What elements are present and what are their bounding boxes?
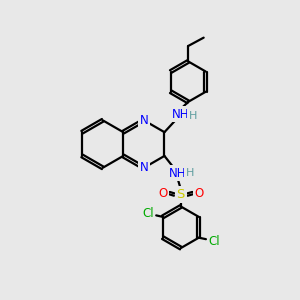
- Text: S: S: [177, 188, 185, 201]
- Text: N: N: [140, 114, 148, 127]
- Text: H: H: [186, 168, 194, 178]
- Text: NH: NH: [169, 167, 187, 180]
- Text: N: N: [140, 161, 148, 174]
- Text: H: H: [189, 111, 197, 121]
- Text: O: O: [195, 187, 204, 200]
- Text: Cl: Cl: [208, 235, 220, 248]
- Text: NH: NH: [172, 108, 190, 121]
- Text: O: O: [158, 187, 168, 200]
- Text: Cl: Cl: [142, 207, 154, 220]
